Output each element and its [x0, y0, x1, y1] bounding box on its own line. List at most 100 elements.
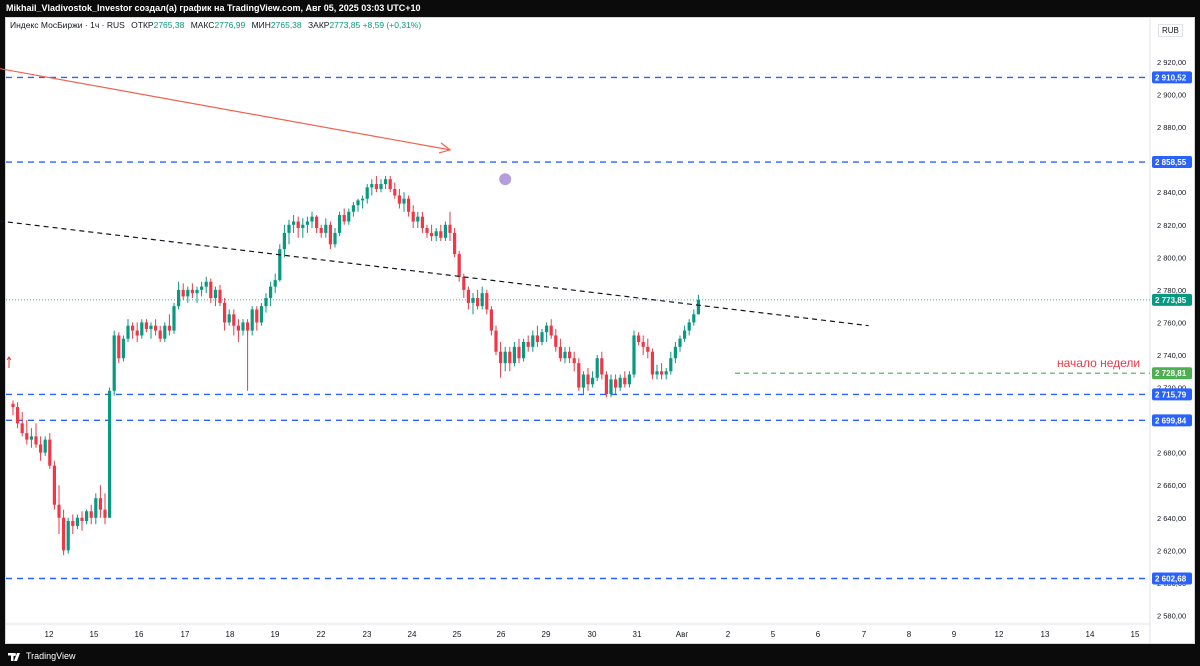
candle-body	[57, 504, 61, 518]
footer-bar: TradingView	[0, 646, 1200, 666]
x-tick-label: 23	[363, 630, 372, 639]
candle-body	[296, 221, 300, 229]
symbol-label[interactable]: Индекс МосБиржи · 1ч · RUS	[10, 20, 125, 30]
candle-body	[89, 511, 93, 518]
candle-body	[131, 325, 135, 331]
candle-body	[75, 517, 79, 526]
y-tick-label: 2 920,00	[1157, 58, 1186, 67]
candle-body	[457, 254, 461, 277]
red-trend-arrow	[0, 68, 451, 151]
candle-body	[623, 377, 627, 385]
level-price-tag: 2 699,84	[1155, 416, 1187, 425]
x-tick-label: 14	[1086, 630, 1095, 639]
candle-body	[66, 521, 70, 551]
candle-body	[397, 195, 401, 204]
candle-body	[466, 289, 470, 303]
candle-body	[121, 338, 125, 359]
candle-body	[384, 179, 388, 185]
last-price-tag-bg	[1152, 293, 1192, 306]
candle-body	[356, 200, 360, 206]
y-tick-label: 2 680,00	[1157, 449, 1186, 458]
level-price-tag-bg	[1152, 572, 1192, 585]
level-price-tag-bg	[1152, 388, 1192, 401]
candle-body	[664, 371, 668, 375]
candle-body	[365, 187, 369, 199]
candle-body	[434, 231, 438, 237]
level-price-tag-bg	[1152, 156, 1192, 169]
level-price-tag-bg	[1152, 71, 1192, 84]
candle-body	[531, 335, 535, 347]
candle-body	[305, 221, 309, 225]
candle-body	[177, 289, 181, 307]
candle-body	[250, 309, 254, 331]
x-tick-label: 12	[45, 630, 54, 639]
y-tick-label: 2 820,00	[1157, 221, 1186, 230]
candle-body	[614, 379, 618, 388]
candle-body	[324, 224, 328, 233]
candle-body	[80, 517, 84, 522]
y-tick-label: 2 880,00	[1157, 123, 1186, 132]
candle-body	[439, 231, 443, 238]
candle-body	[535, 335, 539, 342]
chart-frame[interactable]	[5, 17, 1195, 644]
candle-body	[135, 330, 139, 336]
y-tick-label: 2 660,00	[1157, 481, 1186, 490]
y-tick-label: 2 760,00	[1157, 318, 1186, 327]
candle-body	[29, 436, 33, 440]
candle-body	[443, 224, 447, 238]
candle-body	[499, 351, 503, 364]
candle-body	[315, 216, 319, 229]
level-price-tag: 2 858,55	[1155, 158, 1187, 167]
level-price-tag: 2 910,52	[1155, 73, 1187, 82]
candle-body	[98, 498, 102, 510]
candle-body	[637, 335, 641, 342]
candle-body	[236, 325, 240, 331]
candle-body	[149, 325, 153, 329]
candle-body	[43, 439, 47, 453]
footer-brand[interactable]: TradingView	[26, 651, 76, 661]
candle-body	[609, 379, 613, 395]
candle-body	[246, 322, 250, 331]
ohlc-legend: Индекс МосБиржи · 1ч · RUS ОТКР2765,38 М…	[10, 20, 421, 30]
candle-body	[108, 390, 112, 518]
level-price-tag-bg	[1152, 414, 1192, 427]
open-value: 2765,38	[153, 20, 185, 30]
candle-body	[328, 224, 332, 245]
x-tick-label: 18	[226, 630, 235, 639]
candle-body	[471, 298, 475, 303]
y-tick-label: 2 580,00	[1157, 611, 1186, 620]
x-tick-label: 19	[271, 630, 280, 639]
candle-body	[696, 299, 700, 315]
candle-body	[411, 211, 415, 222]
x-tick-label: 30	[588, 630, 597, 639]
candle-body	[16, 407, 20, 424]
candle-body	[269, 286, 273, 299]
candle-body	[39, 444, 43, 453]
candle-body	[430, 232, 434, 237]
candle-body	[195, 289, 199, 294]
candle-body	[388, 179, 392, 189]
candle-body	[568, 351, 572, 359]
y-tick-label: 2 800,00	[1157, 253, 1186, 262]
candle-body	[563, 351, 567, 359]
candle-body	[319, 228, 323, 233]
candle-body	[577, 363, 581, 388]
candle-body	[489, 309, 493, 331]
candle-body	[71, 521, 75, 526]
currency-label[interactable]: RUB	[1158, 24, 1183, 37]
red-arrow-head	[438, 142, 452, 154]
candle-body	[218, 289, 222, 303]
low-value: 2765,38	[270, 20, 302, 30]
week-open-annotation: начало недели	[1057, 356, 1140, 370]
level-price-tag: 2 602,68	[1155, 575, 1187, 584]
candle-body	[420, 216, 424, 229]
candle-body	[508, 351, 512, 364]
last-price-tag: 2 773,85	[1155, 296, 1187, 305]
candle-body	[591, 377, 595, 385]
candle-body	[52, 465, 56, 505]
y-tick-label: 2 780,00	[1157, 286, 1186, 295]
week-open-price-tag-bg	[1152, 367, 1192, 380]
candle-body	[34, 436, 38, 445]
candle-body	[683, 330, 687, 339]
